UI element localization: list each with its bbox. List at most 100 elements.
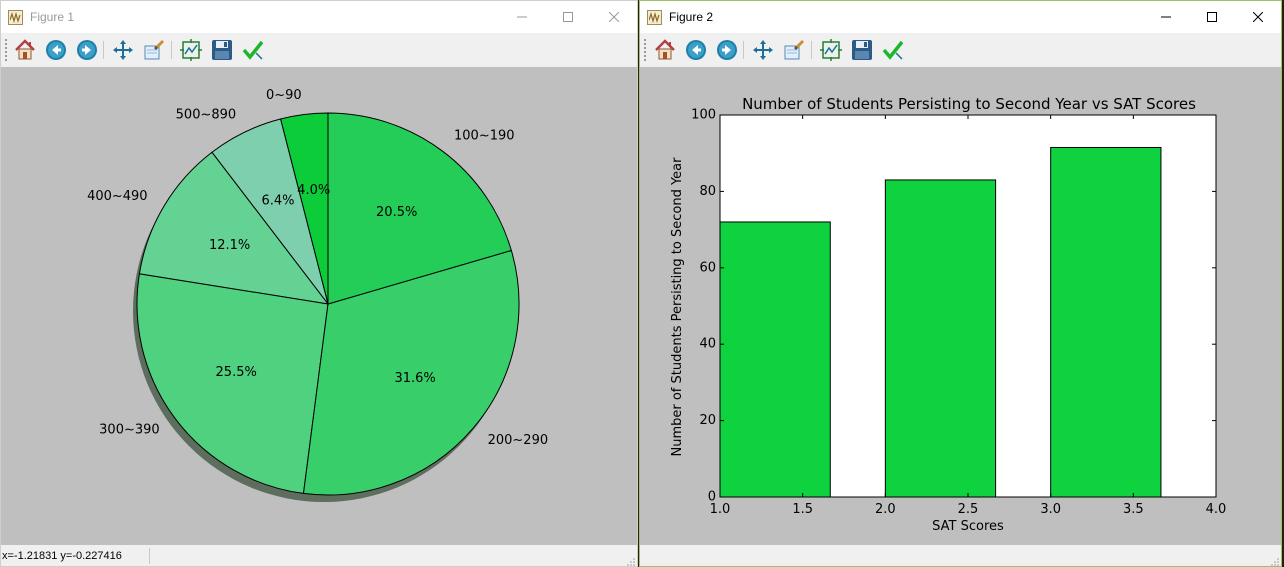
resize-grip-icon[interactable] (626, 557, 635, 566)
subplots-icon (820, 39, 842, 61)
title-bar[interactable]: Figure 1 (1, 1, 637, 33)
close-icon (609, 12, 619, 22)
bar (884, 179, 997, 498)
y-tick-label: 100 (691, 108, 716, 123)
pie-percent-label: 4.0% (297, 183, 330, 198)
forward-button[interactable] (715, 38, 739, 62)
y-tick-label: 80 (699, 184, 716, 199)
minimize-button[interactable] (499, 1, 545, 33)
x-tick-label: 1.5 (792, 502, 813, 517)
y-tick-label: 20 (699, 413, 716, 428)
x-tick-label: 4.0 (1206, 502, 1227, 517)
maximize-icon (1207, 12, 1217, 22)
pie-wedge (138, 151, 330, 305)
pie-slice-label: 300~390 (99, 422, 160, 437)
back-icon (686, 40, 706, 60)
toolbar-grip[interactable] (644, 39, 646, 61)
pie-wedge (327, 112, 512, 305)
minimize-button[interactable] (1143, 1, 1189, 33)
bar (719, 221, 831, 498)
window-title: Figure 1 (30, 10, 75, 24)
y-tick-label: 40 (699, 337, 716, 352)
minimize-icon (517, 16, 527, 18)
pie-wedge (302, 249, 520, 496)
home-button[interactable] (13, 38, 37, 62)
pie-slice-label: 400~490 (87, 189, 148, 204)
toolbar-separator (171, 41, 172, 59)
home-icon (15, 39, 35, 60)
resize-grip-icon[interactable] (1270, 557, 1279, 566)
cursor-coordinates: x=-1.21831 y=-0.227416 (2, 550, 122, 562)
pan-button[interactable] (111, 38, 135, 62)
subplots-button[interactable] (179, 38, 203, 62)
bar (1050, 146, 1162, 498)
pie-chart-canvas[interactable]: 0~90 4.0% 500~890 6.4% 400~490 12.1% 300~390 25… (1, 67, 637, 545)
figure-1-window: Figure 1 (0, 0, 638, 567)
edit-parameters-button[interactable] (881, 38, 905, 62)
pie-percent-label: 20.5% (376, 205, 417, 220)
x-tick-label: 2.0 (875, 502, 896, 517)
subplots-button[interactable] (819, 38, 843, 62)
pan-icon (753, 40, 773, 60)
status-bar: x=-1.21831 y=-0.227416 (1, 545, 637, 566)
maximize-button[interactable] (545, 1, 591, 33)
x-tick-label: 3.5 (1123, 502, 1144, 517)
toolbar-separator (811, 41, 812, 59)
toolbar-grip[interactable] (5, 39, 7, 61)
save-icon (212, 40, 232, 60)
pie-slice-label: 100~190 (454, 128, 515, 143)
maximize-button[interactable] (1189, 1, 1235, 33)
back-button[interactable] (684, 38, 708, 62)
pan-icon (113, 40, 133, 60)
pie-percent-label: 25.5% (216, 365, 257, 380)
minimize-icon (1161, 16, 1171, 18)
save-button[interactable] (850, 38, 874, 62)
y-axis-label: Number of Students Persisting to Second … (670, 157, 685, 457)
pie-wedge (136, 273, 329, 494)
edit-parameters-button[interactable] (241, 38, 265, 62)
zoom-button[interactable] (142, 38, 166, 62)
subplots-icon (180, 39, 202, 61)
status-bar (640, 545, 1281, 566)
forward-icon (77, 40, 97, 60)
edit-icon (882, 40, 904, 60)
window-title: Figure 2 (669, 10, 714, 24)
x-tick-label: 3.0 (1040, 502, 1061, 517)
toolbar-separator (103, 41, 104, 59)
pan-button[interactable] (751, 38, 775, 62)
save-icon (852, 40, 872, 60)
forward-button[interactable] (75, 38, 99, 62)
close-button[interactable] (1235, 1, 1281, 33)
figure-2-window: Figure 2 (639, 0, 1282, 567)
back-button[interactable] (44, 38, 68, 62)
title-bar[interactable]: Figure 2 (640, 1, 1281, 33)
pie-percent-label: 12.1% (209, 238, 250, 253)
pie-slice-label: 200~290 (488, 433, 549, 448)
zoom-icon (144, 39, 165, 60)
pie-percent-label: 31.6% (394, 371, 435, 386)
bar-chart: Number of Students Persisting to Second … (670, 95, 1227, 534)
zoom-icon (784, 39, 805, 60)
home-button[interactable] (653, 38, 677, 62)
edit-icon (242, 40, 264, 60)
pie-percent-label: 6.4% (261, 193, 294, 208)
bar-chart-canvas[interactable]: Number of Students Persisting to Second … (640, 67, 1281, 545)
navigation-toolbar (1, 33, 637, 67)
back-icon (46, 40, 66, 60)
status-divider (149, 548, 150, 564)
x-tick-label: 2.5 (958, 502, 979, 517)
navigation-toolbar (640, 33, 1281, 67)
x-axis-label: SAT Scores (932, 519, 1004, 534)
y-tick-label: 60 (699, 260, 716, 275)
save-button[interactable] (210, 38, 234, 62)
x-tick-label: 1.0 (710, 502, 731, 517)
forward-icon (717, 40, 737, 60)
pie-slice-label: 500~890 (176, 108, 237, 123)
zoom-button[interactable] (782, 38, 806, 62)
app-icon (647, 9, 662, 25)
y-tick-label: 0 (708, 490, 716, 505)
close-button[interactable] (591, 1, 637, 33)
close-icon (1253, 12, 1263, 22)
pie-chart: 0~90 4.0% 500~890 6.4% 400~490 12.1% 300~390 25… (87, 88, 549, 502)
maximize-icon (563, 12, 573, 22)
